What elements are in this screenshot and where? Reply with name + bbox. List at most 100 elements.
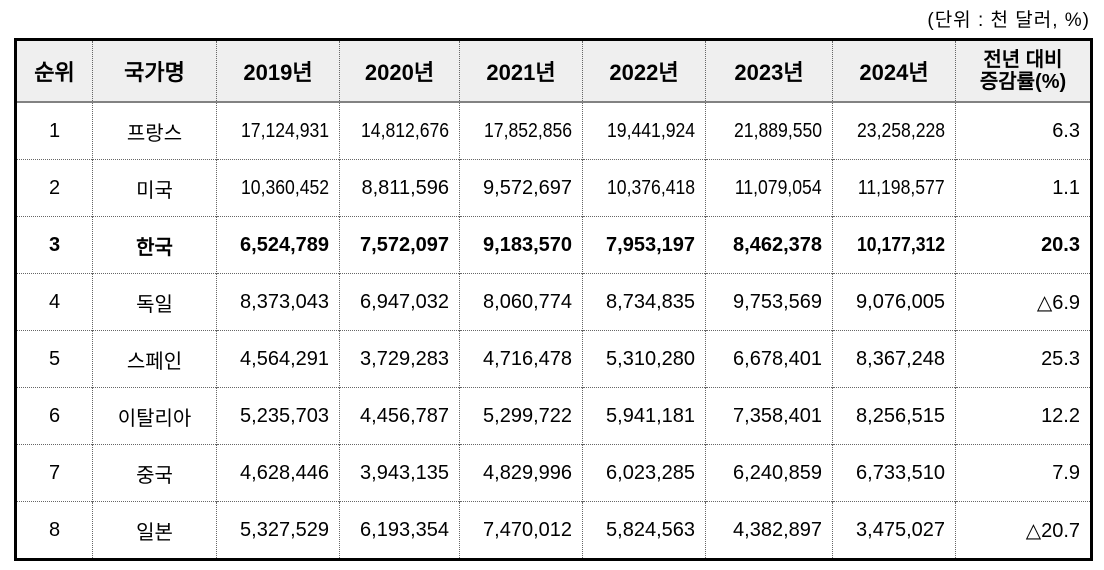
- year-value-cell: 6,023,285: [582, 444, 706, 502]
- year-value-cell-text: 5,235,703: [240, 404, 329, 427]
- rank-cell: 7: [15, 444, 93, 502]
- change-cell-text: △6.9: [1036, 291, 1080, 314]
- col-header-y2021: 2021년: [459, 39, 583, 103]
- table-row: 5 스페인 4,564,291 3,729,283 4,716,478 5,310,280…: [15, 330, 1092, 388]
- year-value-cell-text: 3,729,283: [360, 347, 449, 370]
- country-cell: 이탈리아: [92, 387, 217, 445]
- change-cell-text: 7.9: [1052, 461, 1080, 484]
- year-value-cell-text: 3,475,027: [856, 518, 945, 541]
- country-cell-text: 프랑스: [126, 122, 183, 145]
- table-body: 1 프랑스 17,124,931 14,812,676 17,852,856 19,441…: [15, 102, 1092, 560]
- country-cell: 프랑스: [92, 102, 217, 160]
- year-value-cell-text: 21,889,550: [733, 119, 822, 142]
- rank-cell-text: 2: [48, 176, 61, 199]
- country-cell: 일본: [92, 501, 217, 560]
- col-header-rank: 순위: [15, 39, 93, 103]
- col-header-y2023: 2023년: [705, 39, 833, 103]
- year-value-cell-text: 5,310,280: [606, 347, 695, 370]
- year-value-cell-text: 6,023,285: [606, 461, 695, 484]
- country-cell: 스페인: [92, 330, 217, 388]
- col-header-change: 전년 대비 증감률(%): [955, 39, 1092, 103]
- year-value-cell-text: 10,376,418: [606, 176, 695, 199]
- year-value-cell: 5,299,722: [459, 387, 583, 445]
- change-cell-text: △20.7: [1025, 519, 1080, 542]
- year-value-cell-text: 8,256,515: [856, 404, 945, 427]
- country-cell-text: 중국: [136, 464, 173, 487]
- year-value-cell-text: 4,829,996: [483, 461, 572, 484]
- country-cell: 중국: [92, 444, 217, 502]
- year-value-cell-text: 9,076,005: [856, 290, 945, 313]
- rank-cell-text: 6: [48, 404, 61, 427]
- country-cell-text: 한국: [136, 236, 173, 259]
- year-value-cell-text: 9,753,569: [733, 290, 822, 313]
- change-cell: △20.7: [955, 501, 1092, 560]
- rank-cell: 3: [15, 216, 93, 274]
- year-value-cell: 10,376,418: [582, 159, 706, 217]
- year-value-cell-text: 6,733,510: [856, 461, 945, 484]
- year-value-cell-text: 19,441,924: [606, 119, 695, 142]
- rank-cell: 2: [15, 159, 93, 217]
- change-cell-text: 12.2: [1041, 404, 1080, 427]
- unit-label: (단위 : 천 달러, %): [927, 10, 1090, 31]
- table-row: 2 미국 10,360,452 8,811,596 9,572,697 10,376,41…: [15, 159, 1092, 217]
- year-value-cell-text: 4,382,897: [733, 518, 822, 541]
- year-value-cell: 10,177,312: [832, 216, 956, 274]
- year-value-cell: 10,360,452: [216, 159, 340, 217]
- country-cell-text: 미국: [136, 179, 173, 202]
- rank-cell-text: 8: [48, 518, 61, 541]
- year-value-cell-text: 8,373,043: [240, 290, 329, 313]
- year-value-cell: 9,076,005: [832, 273, 956, 331]
- change-cell: 7.9: [955, 444, 1092, 502]
- col-header-country: 국가명: [92, 39, 217, 103]
- year-value-cell: 4,829,996: [459, 444, 583, 502]
- year-value-cell: 9,753,569: [705, 273, 833, 331]
- year-value-cell: 7,572,097: [339, 216, 460, 274]
- year-value-cell: 8,367,248: [832, 330, 956, 388]
- rank-cell: 4: [15, 273, 93, 331]
- year-value-cell-text: 6,678,401: [733, 347, 822, 370]
- year-value-cell-text: 11,079,054: [735, 176, 822, 199]
- year-value-cell-text: 17,852,856: [483, 119, 572, 142]
- rank-cell-text: 1: [48, 119, 61, 142]
- year-value-cell: 9,572,697: [459, 159, 583, 217]
- change-cell: 12.2: [955, 387, 1092, 445]
- year-value-cell: 14,812,676: [339, 102, 460, 160]
- change-cell: 20.3: [955, 216, 1092, 274]
- year-value-cell: 7,953,197: [582, 216, 706, 274]
- year-value-cell-text: 7,358,401: [733, 404, 822, 427]
- year-value-cell-text: 4,716,478: [483, 347, 572, 370]
- country-cell-text: 독일: [136, 293, 173, 316]
- year-value-cell: 8,811,596: [339, 159, 460, 217]
- year-value-cell: 6,193,354: [339, 501, 460, 560]
- year-value-cell: 6,947,032: [339, 273, 460, 331]
- year-value-cell-text: 10,360,452: [240, 176, 329, 199]
- year-value-cell: 7,470,012: [459, 501, 583, 560]
- year-value-cell-text: 10,177,312: [856, 233, 945, 256]
- year-value-cell: 4,564,291: [216, 330, 340, 388]
- year-value-cell: 3,943,135: [339, 444, 460, 502]
- year-value-cell: 8,734,835: [582, 273, 706, 331]
- change-cell-text: 25.3: [1041, 347, 1080, 370]
- year-value-cell: 21,889,550: [705, 102, 833, 160]
- country-cell: 미국: [92, 159, 217, 217]
- year-value-cell-text: 5,299,722: [483, 404, 572, 427]
- change-cell: 25.3: [955, 330, 1092, 388]
- rank-cell: 1: [15, 102, 93, 160]
- change-cell: 1.1: [955, 159, 1092, 217]
- year-value-cell-text: 14,812,676: [360, 119, 449, 142]
- year-value-cell: 23,258,228: [832, 102, 956, 160]
- year-value-cell: 8,060,774: [459, 273, 583, 331]
- table-row: 7 중국 4,628,446 3,943,135 4,829,996 6,023,285 6…: [15, 444, 1092, 502]
- table-row: 1 프랑스 17,124,931 14,812,676 17,852,856 19,441…: [15, 102, 1092, 160]
- table-row: 4 독일 8,373,043 6,947,032 8,060,774 8,734,835 9…: [15, 273, 1092, 331]
- year-value-cell-text: 6,947,032: [360, 290, 449, 313]
- year-value-cell: 5,824,563: [582, 501, 706, 560]
- year-value-cell-text: 5,824,563: [606, 518, 695, 541]
- year-value-cell-text: 4,564,291: [240, 347, 329, 370]
- country-cell-text: 일본: [136, 521, 173, 544]
- year-value-cell-text: 6,240,859: [733, 461, 822, 484]
- year-value-cell-text: 4,628,446: [240, 461, 329, 484]
- col-header-y2024: 2024년: [832, 39, 956, 103]
- year-value-cell-text: 11,198,577: [858, 176, 945, 199]
